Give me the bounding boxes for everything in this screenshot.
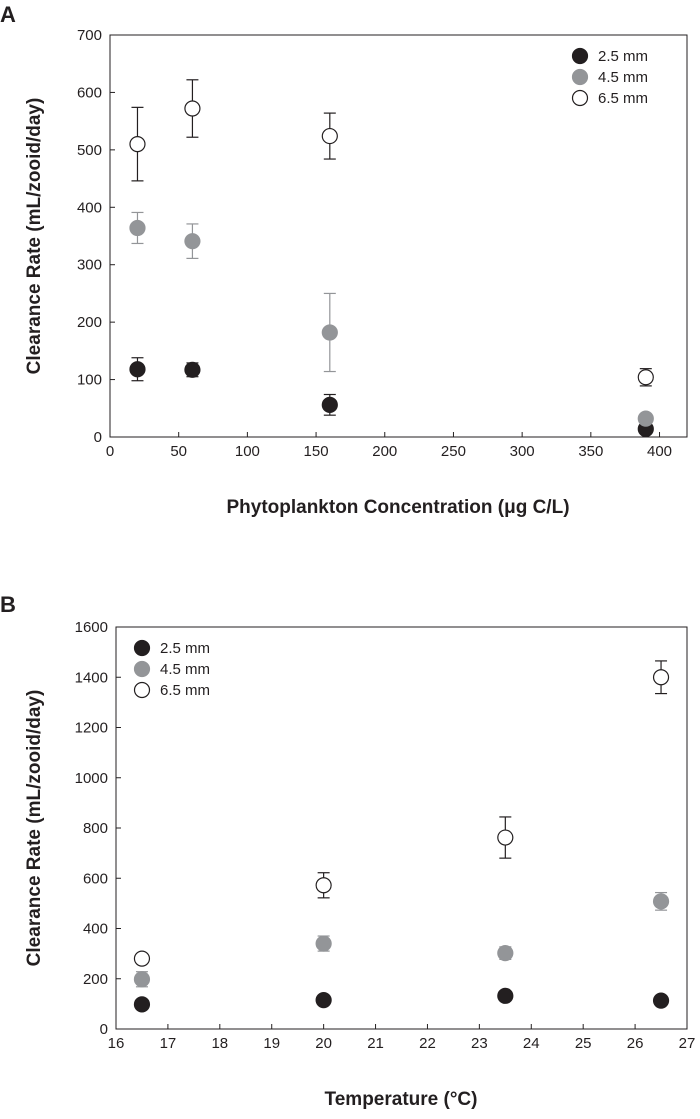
panel-a-x-tick-label: 0: [106, 443, 114, 460]
panel-a-y-tick-label: 500: [77, 142, 102, 159]
panel-b-legend-item: 6.5 mm: [133, 681, 210, 699]
panel-a-y-tick-label: 100: [77, 372, 102, 389]
panel-b-y-axis-title: Clearance Rate (mL/zooid/day): [24, 690, 45, 967]
panel-b-y-tick-label: 1000: [75, 770, 108, 787]
panel-b-x-tick-label: 17: [160, 1035, 177, 1052]
panel-b-x-axis-title: Temperature (°C): [325, 1089, 478, 1110]
panel-a-x-tick-label: 50: [170, 443, 187, 460]
panel-b-y-tick-label: 0: [100, 1021, 108, 1038]
panel-a-legend-label: 2.5 mm: [598, 48, 648, 65]
panel-b-y-tick-label: 400: [83, 921, 108, 938]
panel-b-x-tick-label: 27: [679, 1035, 696, 1052]
panel-b-legend-label: 4.5 mm: [160, 661, 210, 678]
panel-a-legend-marker: [571, 47, 589, 65]
panel-b-point-6-5-mm: [652, 669, 670, 686]
panel-a-x-tick-label: 150: [304, 443, 329, 460]
panel-a-point-6-5-mm: [184, 100, 201, 117]
panel-a-point-2-5-mm: [184, 361, 201, 378]
panel-b-x-tick-label: 24: [523, 1035, 540, 1052]
panel-b-x-tick-label: 21: [367, 1035, 384, 1052]
panel-b-legend: 2.5 mm 4.5 mm 6.5 mm: [133, 639, 210, 699]
panel-b-point-2-5-mm: [315, 992, 332, 1009]
panel-a-x-tick-label: 300: [510, 443, 535, 460]
panel-a-legend-item: 6.5 mm: [571, 89, 648, 107]
panel-b-point-2-5-mm: [652, 992, 670, 1009]
panel-b-point-4-5-mm: [315, 935, 332, 952]
panel-a-point-2-5-mm: [129, 361, 146, 378]
panel-b-point-6-5-mm: [497, 829, 514, 846]
panel-a-legend-label: 6.5 mm: [598, 90, 648, 107]
panel-b-legend-marker: [133, 681, 151, 699]
panel-b-x-tick-label: 22: [419, 1035, 436, 1052]
panel-a-legend-label: 4.5 mm: [598, 69, 648, 86]
panel-a-x-axis-title: Phytoplankton Concentration (μg C/L): [226, 497, 569, 518]
panel-b-y-tick-label: 1400: [75, 669, 108, 686]
panel-a-x-tick-label: 350: [578, 443, 603, 460]
panel-b-x-tick-label: 20: [315, 1035, 332, 1052]
panel-a-point-6-5-mm: [637, 369, 654, 386]
panel-a-x-tick-label: 250: [441, 443, 466, 460]
panel-a-legend-marker: [571, 89, 589, 107]
panel-b-point-4-5-mm: [133, 971, 151, 988]
panel-b-legend-marker: [133, 660, 151, 678]
panel-b-legend-item: 4.5 mm: [133, 660, 210, 678]
panel-a-plot-frame: [109, 34, 688, 438]
panel-b-y-tick-label: 600: [83, 870, 108, 887]
panel-b-label: B: [0, 592, 16, 617]
panel-b-point-6-5-mm: [133, 950, 151, 967]
panel-b-x-tick-label: 18: [211, 1035, 228, 1052]
panel-b-point-4-5-mm: [652, 893, 670, 910]
panel-a-x-tick-label: 400: [647, 443, 672, 460]
panel-a-y-axis-title: Clearance Rate (mL/zooid/day): [24, 98, 45, 375]
panel-b-legend-label: 2.5 mm: [160, 640, 210, 657]
panel-a-y-tick-label: 700: [77, 27, 102, 44]
panel-a-point-4-5-mm: [129, 219, 146, 237]
panel-a-y-tick-label: 300: [77, 257, 102, 274]
panel-a-y-tick-label: 200: [77, 314, 102, 331]
panel-a-legend-item: 2.5 mm: [571, 47, 648, 65]
panel-a-chart: A 0 50 100 150 200 250 300 350 400 0 100 200 300 400 5…: [0, 2, 688, 518]
panel-a-point-2-5-mm: [321, 396, 338, 413]
panel-b-point-6-5-mm: [315, 877, 332, 894]
panel-a-legend-item: 4.5 mm: [571, 68, 648, 86]
panel-b-y-tick-label: 1600: [75, 619, 108, 636]
panel-b-x-tick-label: 23: [471, 1035, 488, 1052]
panel-b-legend-label: 6.5 mm: [160, 682, 210, 699]
panel-a-y-tick-label: 0: [94, 429, 102, 446]
panel-b-point-2-5-mm: [133, 996, 151, 1013]
panel-a-x-tick-label: 200: [372, 443, 397, 460]
panel-a-point-4-5-mm: [321, 324, 338, 341]
panel-b-point-4-5-mm: [497, 945, 514, 962]
panel-a-y-tick-label: 600: [77, 84, 102, 101]
panel-a-point-6-5-mm: [321, 127, 338, 145]
panel-b-x-tick-label: 26: [627, 1035, 644, 1052]
panel-b-x-tick-label: 19: [263, 1035, 280, 1052]
panel-b-y-tick-label: 800: [83, 820, 108, 837]
panel-a-legend-marker: [571, 68, 589, 86]
panel-b-x-tick-label: 16: [108, 1035, 125, 1052]
panel-b-y-tick-label: 1200: [75, 720, 108, 737]
panel-a-label: A: [0, 2, 16, 27]
panel-b-legend-marker: [133, 639, 151, 657]
panel-b-legend-item: 2.5 mm: [133, 639, 210, 657]
panel-a-point-6-5-mm: [129, 136, 146, 153]
panel-a-y-tick-label: 400: [77, 199, 102, 216]
panel-b-chart: B 16 17 18 19 20 21 22 23 24 25 26 27 0 200 400 600 800 1…: [0, 592, 695, 1110]
panel-b-x-tick-label: 25: [575, 1035, 592, 1052]
panel-b-point-2-5-mm: [497, 987, 514, 1004]
panel-a-legend: 2.5 mm 4.5 mm 6.5 mm: [571, 47, 648, 107]
panel-a-point-4-5-mm: [184, 233, 201, 250]
panel-a-point-4-5-mm: [637, 410, 654, 427]
panel-a-x-tick-label: 100: [235, 443, 260, 460]
panel-b-y-tick-label: 200: [83, 971, 108, 988]
